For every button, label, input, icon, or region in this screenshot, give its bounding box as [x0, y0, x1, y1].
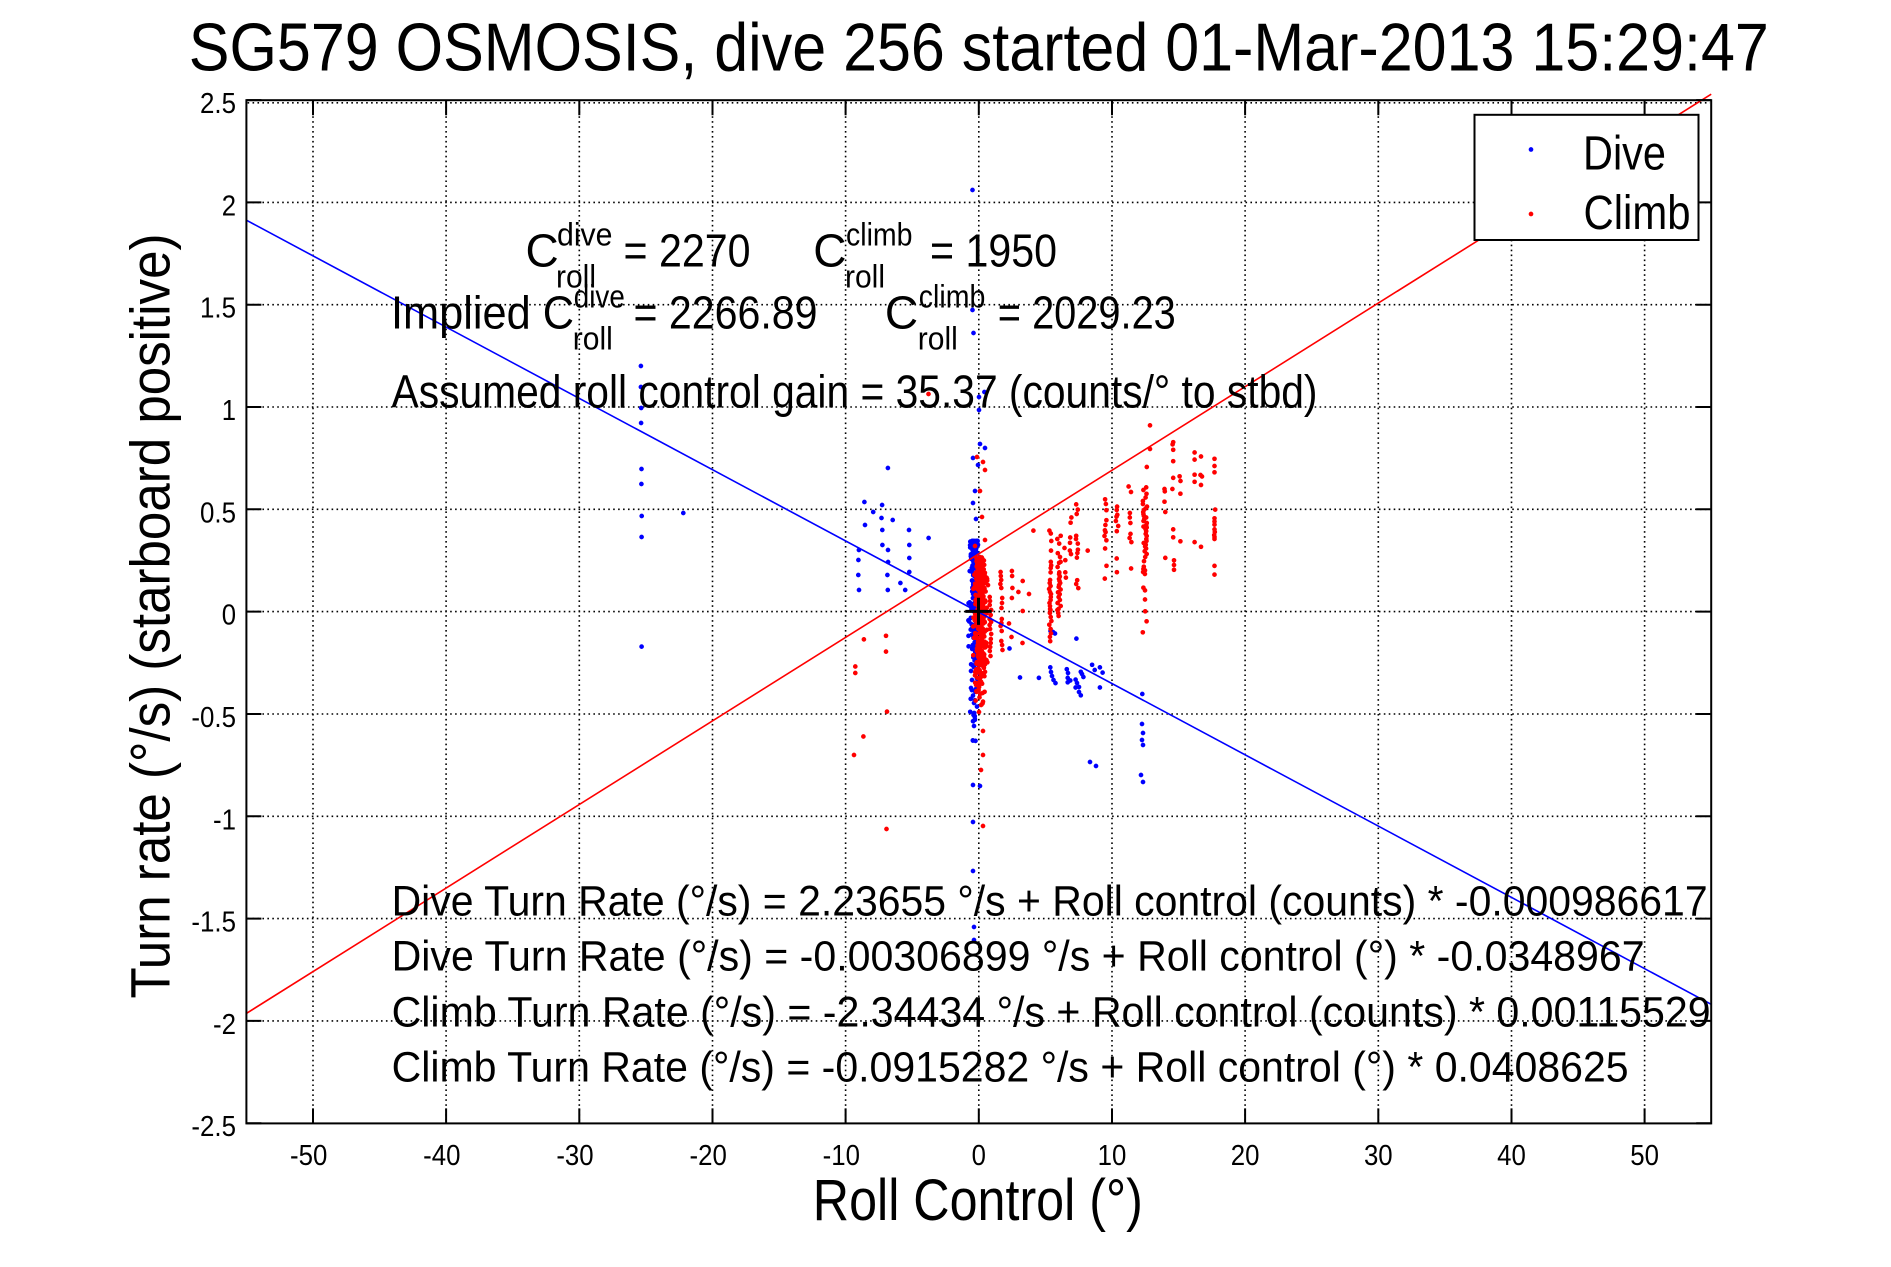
svg-text:C: C — [526, 224, 559, 276]
svg-text:-20: -20 — [690, 1140, 727, 1172]
svg-text:climb: climb — [919, 279, 986, 315]
svg-text:Climb Turn Rate (°/s) = -0.091: Climb Turn Rate (°/s) = -0.0915282 °/s +… — [392, 1043, 1629, 1091]
svg-text:= 2270: = 2270 — [624, 224, 751, 276]
svg-text:= 1950: = 1950 — [930, 224, 1057, 276]
svg-text:0: 0 — [972, 1140, 986, 1172]
svg-text:roll: roll — [556, 259, 596, 295]
svg-text:-0.5: -0.5 — [191, 702, 236, 734]
svg-text:SG579 OSMOSIS, dive 256 starte: SG579 OSMOSIS, dive 256 started 01-Mar-2… — [189, 9, 1769, 85]
svg-text:-40: -40 — [423, 1140, 460, 1172]
svg-text:-50: -50 — [290, 1140, 327, 1172]
svg-text:-1: -1 — [213, 804, 236, 836]
svg-text:climb: climb — [846, 217, 913, 253]
svg-text:0: 0 — [222, 600, 236, 632]
svg-text:Climb Turn Rate (°/s) = -2.344: Climb Turn Rate (°/s) = -2.34434 °/s + R… — [392, 989, 1711, 1037]
svg-text:-1.5: -1.5 — [191, 907, 236, 939]
svg-text:1: 1 — [222, 395, 236, 427]
svg-text:roll: roll — [845, 259, 885, 295]
svg-text:Turn rate (°/s) (starboard pos: Turn rate (°/s) (starboard positive) — [118, 234, 181, 999]
svg-text:dive: dive — [574, 279, 625, 315]
svg-text:Dive Turn Rate (°/s) = -0.0030: Dive Turn Rate (°/s) = -0.00306899 °/s +… — [392, 933, 1645, 981]
svg-text:-2: -2 — [213, 1009, 236, 1041]
svg-text:Implied C: Implied C — [391, 287, 574, 339]
svg-text:dive: dive — [557, 217, 613, 253]
svg-text:1.5: 1.5 — [200, 293, 236, 325]
svg-text:30: 30 — [1364, 1140, 1393, 1172]
svg-text:2: 2 — [222, 190, 236, 222]
svg-text:Climb: Climb — [1584, 187, 1691, 240]
svg-text:= 2029.23: = 2029.23 — [998, 287, 1176, 339]
svg-text:-30: -30 — [556, 1140, 593, 1172]
svg-text:0.5: 0.5 — [200, 497, 236, 529]
svg-text:-10: -10 — [823, 1140, 860, 1172]
svg-text:C: C — [813, 224, 846, 276]
svg-text:Assumed roll control gain = 35: Assumed roll control gain = 35.37 (count… — [392, 366, 1318, 418]
svg-text:Roll Control (°): Roll Control (°) — [813, 1168, 1143, 1233]
svg-text:C: C — [885, 287, 918, 339]
svg-text:roll: roll — [573, 321, 613, 357]
svg-text:20: 20 — [1231, 1140, 1260, 1172]
svg-text:2.5: 2.5 — [200, 88, 236, 120]
svg-text:Dive Turn Rate (°/s) = 2.23655: Dive Turn Rate (°/s) = 2.23655 °/s + Rol… — [392, 878, 1708, 926]
svg-text:= 2266.89: = 2266.89 — [634, 287, 818, 339]
svg-text:50: 50 — [1630, 1140, 1659, 1172]
svg-text:10: 10 — [1098, 1140, 1127, 1172]
svg-text:40: 40 — [1497, 1140, 1526, 1172]
svg-text:-2.5: -2.5 — [191, 1111, 236, 1143]
svg-text:Dive: Dive — [1583, 128, 1666, 181]
svg-text:roll: roll — [918, 321, 958, 357]
